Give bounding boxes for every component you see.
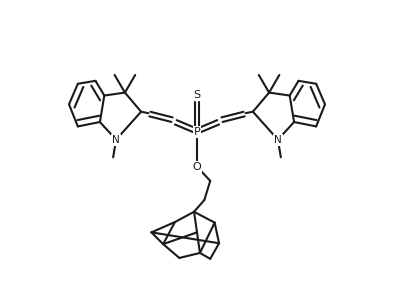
Text: O: O: [193, 162, 201, 172]
Text: P: P: [193, 127, 201, 137]
Text: N: N: [112, 135, 120, 145]
Text: S: S: [193, 90, 201, 100]
Text: N: N: [274, 135, 282, 145]
